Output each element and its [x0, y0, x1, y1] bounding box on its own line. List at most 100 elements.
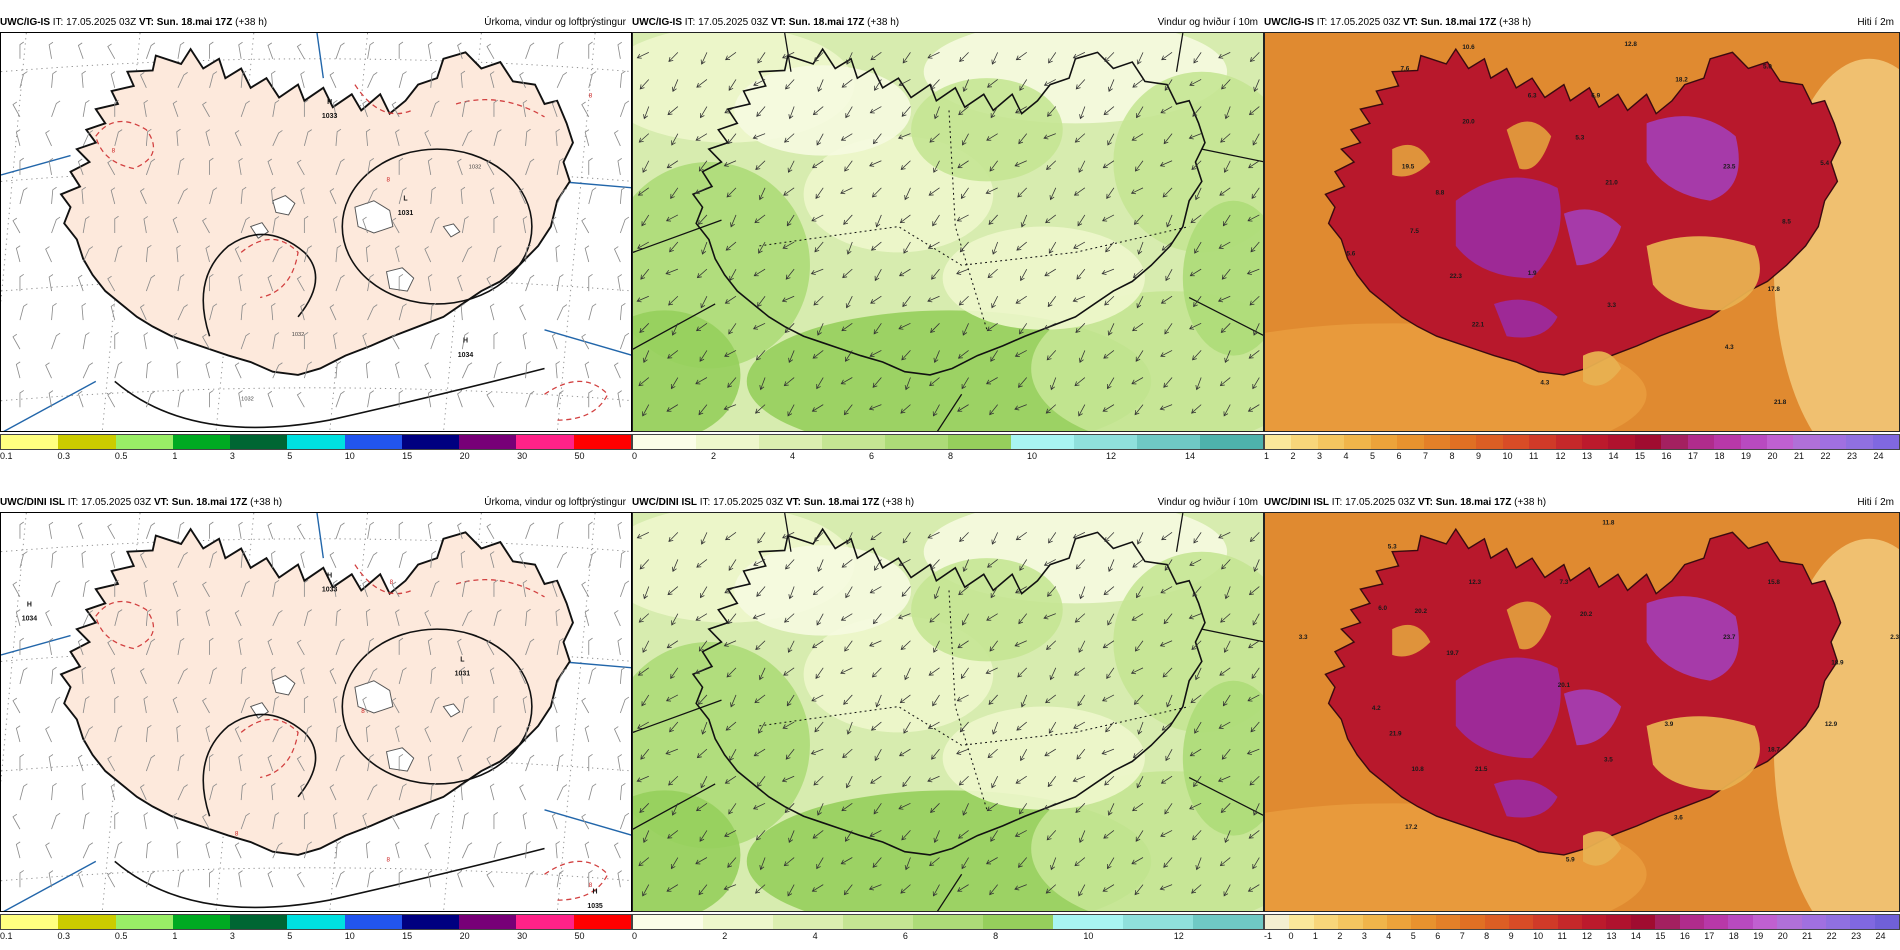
colorbar-segment [172, 915, 231, 929]
wind-arrow [726, 187, 737, 198]
wind-barb [82, 696, 90, 714]
wind-barb [177, 274, 185, 292]
temp-cool-highland [1583, 351, 1622, 386]
colorbar-segment [1872, 435, 1900, 449]
wind-arrow [812, 830, 824, 839]
wind-barb [617, 274, 622, 292]
wind-arrow [759, 377, 766, 391]
wind-arrow [781, 775, 795, 783]
wind-arrow [812, 640, 824, 649]
wind-barb [145, 841, 152, 859]
wind-barb [51, 550, 57, 568]
wind-arrow [841, 559, 853, 568]
wind-barb [486, 523, 495, 540]
glacier [385, 747, 415, 772]
wind-arrow [840, 133, 853, 141]
wind-barb [588, 521, 593, 539]
wind-barb [205, 609, 210, 627]
wind-barb [588, 303, 597, 321]
wind-barb [82, 246, 94, 263]
wind-speed-region [942, 226, 1145, 330]
colorbar-tick-label: 2 [1337, 931, 1343, 941]
wind-barb [51, 812, 61, 830]
wind-barb [114, 609, 123, 627]
wind-barb [367, 754, 374, 772]
isobar-label: 1032 [469, 164, 482, 170]
wind-arrow [817, 803, 824, 816]
wind-barb [172, 812, 179, 830]
wind-arrow [1108, 559, 1115, 573]
wind-barb [395, 245, 400, 263]
wind-arrow [988, 214, 998, 225]
wind-arrow [757, 775, 766, 788]
wind-arrow [697, 694, 708, 705]
wind-arrow [1132, 323, 1144, 332]
wind-arrow [752, 322, 766, 330]
temp-value-label: 20.2 [1580, 611, 1593, 618]
wind-arrow [1248, 640, 1260, 649]
wind-arrow [665, 268, 679, 275]
wind-barb [461, 610, 473, 627]
wind-barb [272, 332, 280, 350]
colorbar-segment [1053, 915, 1123, 929]
sea-border [544, 809, 631, 836]
wind-barb [457, 870, 463, 888]
wind-barb [329, 304, 337, 321]
temp-value-label: 4.3 [1540, 380, 1549, 387]
wind-barb [209, 637, 214, 655]
wind-arrow [874, 268, 882, 282]
wind-arrow [958, 586, 969, 596]
wind-arrow [1218, 52, 1231, 59]
wind-arrow [1050, 857, 1057, 871]
wind-arrow [639, 559, 650, 570]
wind-arrow [1159, 640, 1173, 647]
wind-barb [272, 812, 280, 830]
wind-barb [335, 361, 342, 379]
colorbar-tick-label: 24 [1875, 931, 1886, 941]
colorbar-tick-label: 13 [1582, 451, 1593, 461]
wind-arrow [1163, 613, 1173, 625]
wind-arrow [695, 133, 708, 141]
glacier [442, 223, 461, 238]
wind-arrow [1075, 79, 1086, 90]
wind-arrow [754, 884, 766, 894]
wind-arrow [811, 214, 824, 222]
wind-barb [551, 216, 558, 234]
wind-arrow [1160, 830, 1173, 837]
wind-barb [493, 332, 498, 350]
wind-speed-region [911, 558, 1063, 662]
wind-barb [613, 130, 621, 147]
precip-contour-label: 8 [235, 831, 239, 838]
wind-barb [395, 725, 400, 743]
wind-barb [271, 550, 276, 568]
wind-barb [333, 696, 338, 714]
wind-arrow [991, 721, 999, 735]
pressure-center-type: L [460, 656, 465, 663]
wind-arrow [985, 667, 998, 675]
wind-arrow [728, 79, 737, 91]
temp-value-label: 21.8 [1774, 399, 1787, 406]
colorbar-tick-label: 0.5 [114, 931, 128, 941]
wind-barb [398, 157, 404, 175]
wind-barb [588, 870, 593, 888]
wind-barb [82, 579, 90, 597]
wind-arrow [845, 350, 853, 362]
wind-barb [329, 784, 337, 801]
wind-arrow [957, 640, 969, 649]
pressure-center-value: 1034 [22, 616, 38, 623]
wind-arrow [756, 586, 766, 597]
wind-arrow [1014, 404, 1027, 411]
wind-speed-region [942, 706, 1145, 810]
wind-arrow [927, 775, 940, 783]
colorbar-segment [1200, 435, 1263, 449]
sea-border [3, 860, 97, 911]
wind-arrow [1134, 640, 1144, 652]
wind-barb [588, 637, 593, 655]
wind-barb [617, 638, 622, 656]
temp-value-label: 22.1 [1472, 322, 1485, 329]
wind-barb [177, 41, 185, 59]
wind-arrow [1077, 214, 1086, 227]
wind-barb [461, 726, 473, 743]
wind-arrow [817, 79, 824, 93]
wind-arrow [700, 296, 708, 309]
